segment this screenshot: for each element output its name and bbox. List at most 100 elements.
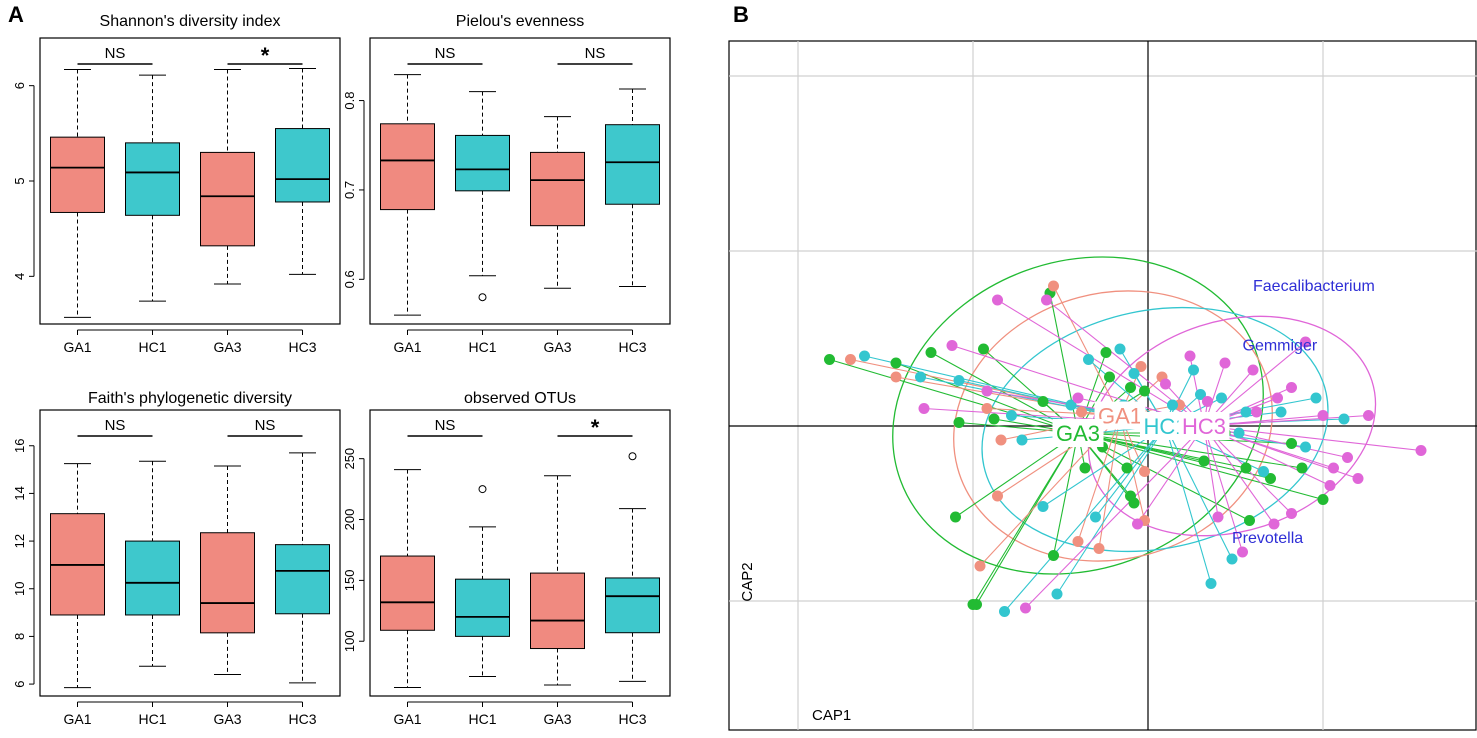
panel-title: observed OTUs <box>464 390 576 407</box>
sample-point-HC1 <box>1258 466 1269 477</box>
box-GA3 <box>530 572 585 650</box>
boxplot-panel-4: observed OTUs 100 150 200 250 GA1 HC1 GA3 HC3 NS * <box>342 390 671 727</box>
sample-point-HC1 <box>1300 441 1311 453</box>
taxon-label: Prevotella <box>1232 530 1303 547</box>
box-GA3 <box>200 532 255 634</box>
significance-label: NS <box>435 45 456 62</box>
sample-point-HC3 <box>1041 294 1052 306</box>
y-tick-label: 250 <box>342 448 357 470</box>
sample-point-HC3 <box>1072 392 1084 404</box>
panel-title: Shannon's diversity index <box>100 13 281 30</box>
boxplot-panel-1: Shannon's diversity index 4 5 6 GA1 HC1 GA3 HC3… <box>12 13 341 355</box>
spider-line <box>1203 425 1244 553</box>
sample-point-GA3 <box>1265 473 1276 484</box>
centroid-label-HC3: HC3 <box>1182 414 1226 439</box>
sample-point-GA3 <box>1125 382 1136 393</box>
x-tick-label: HC3 <box>288 339 316 355</box>
centroid-label-background <box>1052 419 1104 447</box>
plot-frame <box>369 409 671 697</box>
outlier-point <box>628 452 637 461</box>
x-tick-label: GA3 <box>213 711 241 727</box>
sample-point-GA3 <box>1244 515 1255 526</box>
significance-label: NS <box>105 417 126 434</box>
centroid-label-background <box>1178 412 1230 440</box>
boxplot-panel-2: Pielou's evenness 0.6 0.7 0.8 GA1 HC1 GA3 HC3 NS… <box>342 13 671 355</box>
ellipse-GA1 <box>953 290 1273 562</box>
panel-title: Faith's phylogenetic diversity <box>88 390 292 407</box>
box-HC1 <box>455 134 510 192</box>
sample-point-GA3 <box>967 599 979 610</box>
sample-point-GA1 <box>1048 280 1059 292</box>
sample-point-HC3 <box>1328 462 1339 474</box>
sample-point-GA3 <box>1296 462 1308 474</box>
spider-line <box>1077 432 1247 469</box>
spider-line <box>1056 425 1166 595</box>
significance-label: * <box>261 43 270 68</box>
sample-point-GA1 <box>981 403 993 414</box>
plot-frame <box>369 37 671 325</box>
x-tick-label: GA1 <box>63 339 91 355</box>
sample-point-HC3 <box>1219 357 1231 369</box>
sample-point-GA3 <box>1037 396 1049 407</box>
spider-line <box>895 362 1079 434</box>
sample-point-HC1 <box>1037 501 1049 512</box>
centroid-label-GA3: GA3 <box>1056 421 1100 446</box>
sample-point-HC3 <box>1268 518 1280 530</box>
sample-point-HC1 <box>859 350 870 362</box>
sample-point-HC3 <box>1317 410 1329 421</box>
y-tick-label: 5 <box>12 177 27 184</box>
sample-point-HC1 <box>1275 406 1287 418</box>
x-tick-label: HC1 <box>138 339 166 355</box>
sample-point-HC1 <box>1083 354 1094 365</box>
spider-line <box>1077 432 1324 501</box>
boxplot-panels: Shannon's diversity index 4 5 6 GA1 HC1 GA3 HC3… <box>12 13 671 727</box>
sample-point-HC1 <box>1205 578 1217 589</box>
sample-point-HC1 <box>1216 392 1227 404</box>
x-tick-label: GA1 <box>393 711 421 727</box>
sample-point-GA1 <box>845 354 856 365</box>
x-tick-label: GA3 <box>543 711 571 727</box>
sample-point-HC3 <box>1415 445 1427 456</box>
box-HC1 <box>125 540 180 616</box>
sample-point-HC3 <box>1237 546 1248 558</box>
sample-point-GA1 <box>992 490 1003 502</box>
x-tick-label: GA3 <box>213 339 241 355</box>
y-tick-label: 14 <box>12 486 27 500</box>
y-tick-label: 0.6 <box>342 270 357 288</box>
spider-line <box>1165 425 1233 560</box>
sample-point-HC1 <box>1195 389 1206 400</box>
spider-line <box>1203 425 1219 518</box>
box-GA1 <box>380 123 435 211</box>
box-HC3 <box>275 128 330 203</box>
sample-point-HC1 <box>999 606 1010 617</box>
sample-point-HC3 <box>981 385 993 397</box>
x-tick-label: HC1 <box>468 339 496 355</box>
sample-point-GA3 <box>925 347 937 358</box>
y-tick-label: 6 <box>12 680 27 687</box>
sample-point-GA1 <box>1135 361 1147 372</box>
spider-line <box>1025 425 1205 609</box>
panel-b-label: B <box>733 2 749 27</box>
box-HC3 <box>605 577 660 634</box>
sample-point-HC1 <box>1016 434 1028 446</box>
sample-point-GA3 <box>1104 371 1115 383</box>
sample-point-HC3 <box>1184 350 1196 362</box>
sample-point-GA1 <box>974 560 986 572</box>
sample-point-GA3 <box>1139 385 1150 397</box>
y-tick-label: 200 <box>342 509 357 531</box>
centroid-label-GA1: GA1 <box>1098 404 1142 429</box>
sample-point-HC3 <box>918 403 930 414</box>
sample-point-HC1 <box>1006 410 1017 421</box>
sample-point-HC1 <box>1188 364 1199 376</box>
sample-point-HC1 <box>1310 392 1322 404</box>
boxplot-panel-3: Faith's phylogenetic diversity 6 8 10 12 14 16… <box>12 390 341 727</box>
x-tick-label: HC3 <box>618 711 646 727</box>
spider-line <box>1077 432 1303 469</box>
sample-point-GA3 <box>1048 550 1059 561</box>
box-GA3 <box>530 151 585 227</box>
y-tick-label: 150 <box>342 570 357 592</box>
outlier-point <box>478 485 487 494</box>
significance-label: NS <box>585 45 606 62</box>
sample-point-GA1 <box>1076 406 1087 418</box>
sample-point-HC1 <box>1090 511 1101 523</box>
